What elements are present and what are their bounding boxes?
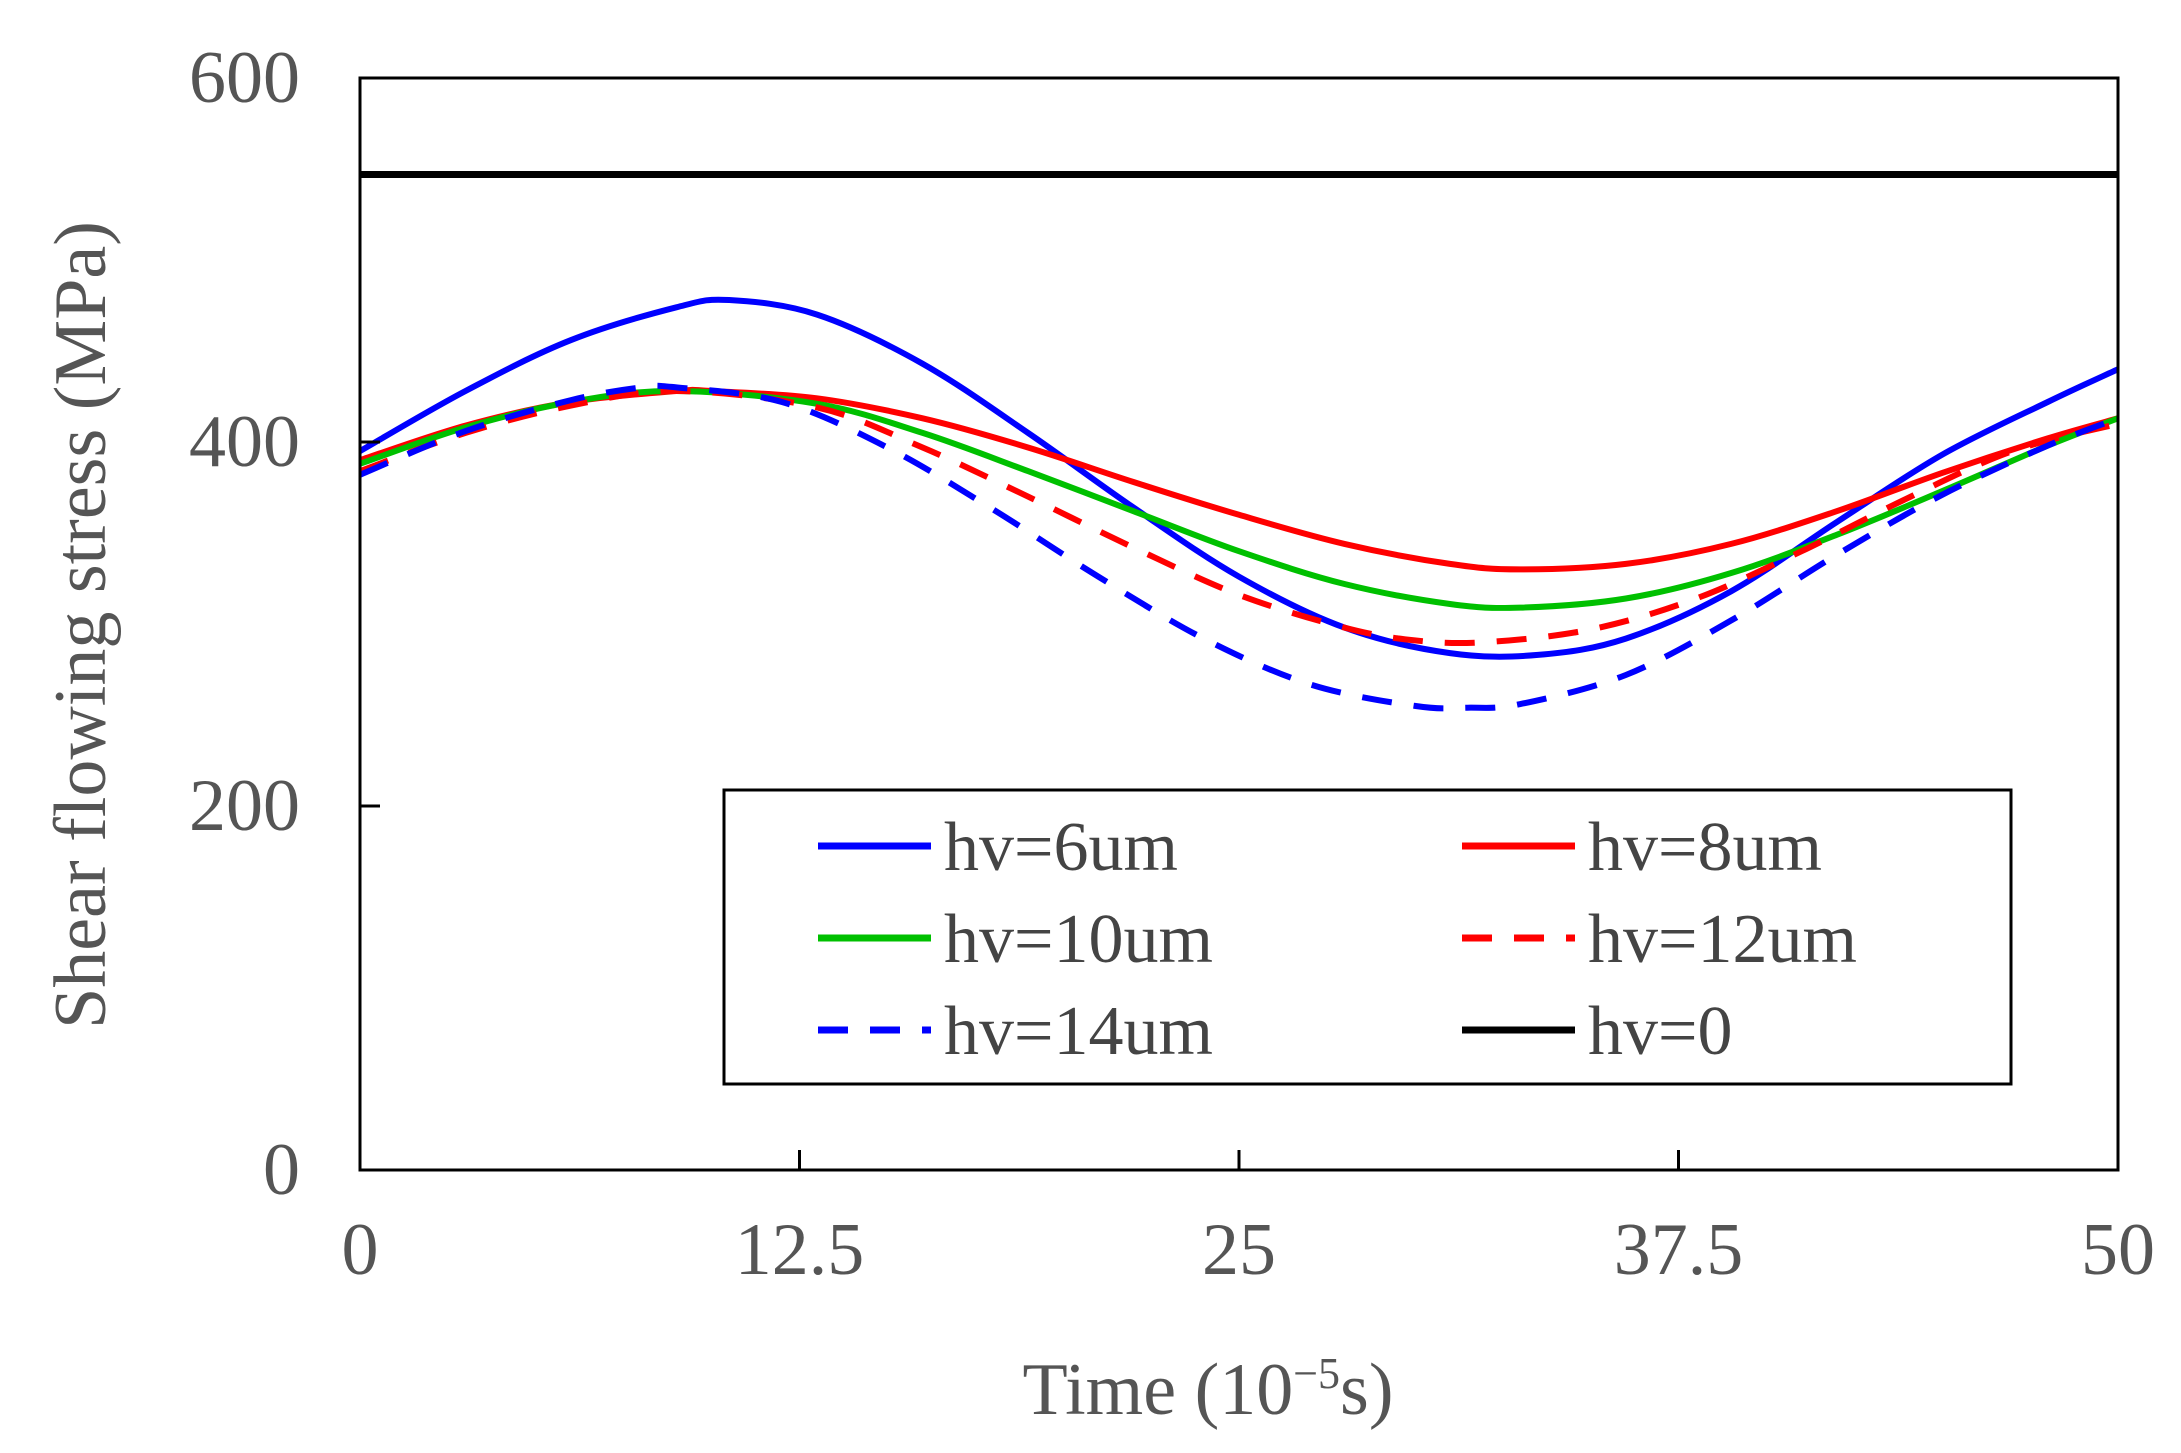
legend-label: hv=10um	[944, 901, 1213, 978]
series-line-hv-12um	[360, 387, 2118, 647]
legend-label: hv=6um	[944, 809, 1178, 886]
x-tick-label: 25	[1202, 1209, 1276, 1291]
y-tick-label: 400	[189, 401, 300, 483]
y-tick-label: 600	[189, 37, 300, 119]
x-tick-label: 12.5	[735, 1209, 865, 1291]
tick-labels: 0 12.5 25 37.5 50 0 200 400 600	[189, 37, 2155, 1291]
x-tick-label: 37.5	[1614, 1209, 1744, 1291]
y-tick-label: 0	[263, 1129, 300, 1211]
y-axis-title: Shear flowing stress (MPa)	[40, 221, 122, 1029]
legend-label: hv=8um	[1588, 809, 1822, 886]
legend-label: hv=12um	[1588, 901, 1857, 978]
x-tick-label: 50	[2081, 1209, 2155, 1291]
legend-label: hv=14um	[944, 993, 1213, 1070]
x-tick-label: 0	[342, 1209, 379, 1291]
x-axis-title-exponent: −5	[1293, 1349, 1340, 1398]
plot-area	[358, 76, 2120, 1172]
x-axis-title: Time (10−5s)	[1023, 1349, 1394, 1431]
series-line-hv-14um	[360, 382, 2118, 712]
legend-label: hv=0	[1588, 993, 1732, 1070]
series-line-hv-10um	[360, 387, 2118, 611]
legend: hv=6um hv=8um hv=10um hv=12um hv=14um hv=0	[722, 788, 2013, 1086]
series-line-hv-6um	[360, 296, 2118, 660]
legend-box	[722, 788, 2013, 1086]
y-tick-label: 200	[189, 765, 300, 847]
tick-marks	[358, 76, 2120, 1172]
